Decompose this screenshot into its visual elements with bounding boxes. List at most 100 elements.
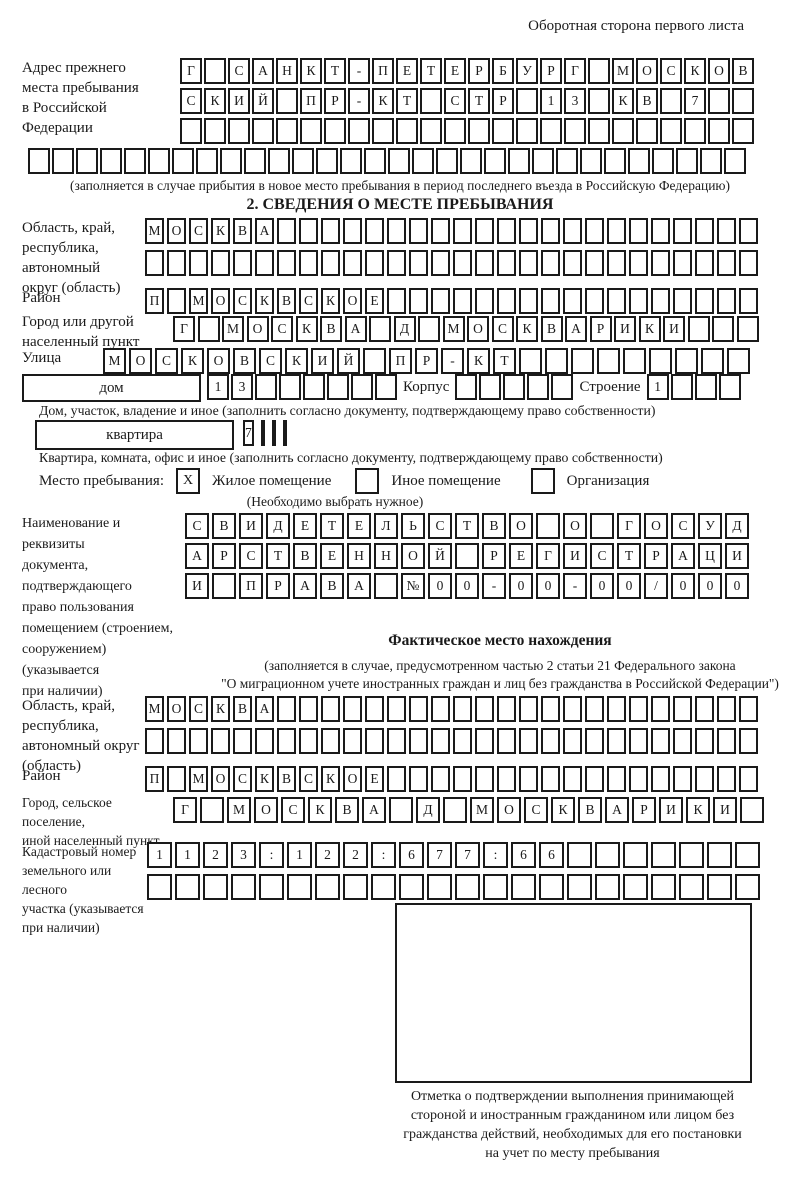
stamp-box [395, 903, 752, 1083]
char-cell [585, 728, 604, 754]
fact-location-title: Фактическое место нахождения [388, 632, 612, 649]
char-cell: С [155, 348, 178, 374]
char-cell [409, 288, 428, 314]
char-cell: К [255, 766, 274, 792]
char-cell [511, 874, 536, 900]
char-cell [303, 374, 325, 400]
char-cell [409, 696, 428, 722]
char-cell [541, 250, 560, 276]
char-cell: К [321, 288, 340, 314]
char-cell [607, 288, 626, 314]
char-cell: С [180, 88, 202, 114]
char-cell [585, 288, 604, 314]
char-cell [492, 118, 514, 144]
char-cell [409, 250, 428, 276]
char-cell: С [524, 797, 548, 823]
char-cell [277, 728, 296, 754]
char-cell: Г [564, 58, 586, 84]
char-cell: / [644, 573, 668, 599]
char-cell [585, 250, 604, 276]
char-cell: В [277, 288, 296, 314]
char-cell: В [732, 58, 754, 84]
char-cell [197, 316, 220, 342]
char-cell [343, 218, 362, 244]
char-cell: М [612, 58, 634, 84]
char-cell: С [189, 218, 208, 244]
char-cell: Т [468, 88, 490, 114]
document-block: Наименование и реквизиты документа, подт… [22, 513, 749, 702]
char-cell [545, 348, 568, 374]
char-cell [420, 118, 442, 144]
char-cell: А [565, 316, 587, 342]
stay-checkbox-residential: X [176, 468, 200, 494]
char-cell: М [470, 797, 494, 823]
house-box-label: дом [99, 379, 124, 396]
char-cell: Г [173, 797, 197, 823]
char-cell [607, 250, 626, 276]
char-cell [431, 728, 450, 754]
char-cell [431, 250, 450, 276]
char-cell: К [372, 88, 394, 114]
char-cell [196, 148, 218, 174]
char-cell [739, 728, 758, 754]
char-cell [585, 218, 604, 244]
char-cell: К [467, 348, 490, 374]
char-cell [300, 118, 322, 144]
char-cell [497, 288, 516, 314]
char-cell [369, 316, 391, 342]
char-cell: К [211, 696, 230, 722]
char-cell: Е [347, 513, 371, 539]
char-cell [147, 874, 172, 900]
char-cell [687, 316, 710, 342]
char-cell: О [207, 348, 230, 374]
char-cell [396, 118, 418, 144]
char-cell [172, 148, 194, 174]
char-cell [503, 374, 526, 400]
char-cell [732, 88, 754, 114]
char-cell [735, 874, 760, 900]
char-cell [276, 88, 298, 114]
char-cell: К [321, 766, 340, 792]
char-cell: Н [374, 543, 398, 569]
char-cell [623, 842, 648, 868]
char-cell: С [233, 766, 252, 792]
fact-location-note-1: (заполняется в случае, предусмотренном ч… [264, 658, 736, 673]
stay-option-organization-label: Организация [566, 473, 650, 489]
char-cell: В [277, 766, 296, 792]
char-cell [484, 148, 506, 174]
char-cell: К [295, 316, 318, 342]
char-cell [651, 766, 670, 792]
char-cell: И [713, 797, 737, 823]
char-cell [363, 348, 386, 374]
city-label: Город или другой населенный пункт [22, 314, 140, 350]
char-cell [167, 766, 186, 792]
stay-option-other-label: Иное помещение [391, 473, 501, 489]
flat-box: квартира [35, 420, 234, 450]
stay-checkbox-other-premises [355, 468, 380, 494]
char-cell: В [233, 218, 252, 244]
stamp-caption: Отметка о подтверждении выполнения прини… [403, 1089, 742, 1161]
char-cell [651, 728, 670, 754]
char-cell: 6 [511, 842, 536, 868]
char-cell [259, 874, 284, 900]
char-cell [189, 250, 208, 276]
char-cell: К [612, 88, 634, 114]
char-cell [124, 148, 146, 174]
char-cell: В [293, 543, 317, 569]
char-cell [52, 148, 74, 174]
char-cell [695, 218, 714, 244]
char-cell [717, 766, 736, 792]
char-cell: 7 [455, 842, 480, 868]
char-cell: С [281, 797, 305, 823]
char-cell [211, 728, 230, 754]
char-cell [475, 696, 494, 722]
char-cell [431, 766, 450, 792]
char-cell [567, 842, 592, 868]
char-cell [431, 696, 450, 722]
char-cell: Ц [698, 543, 722, 569]
char-cell: М [145, 218, 164, 244]
